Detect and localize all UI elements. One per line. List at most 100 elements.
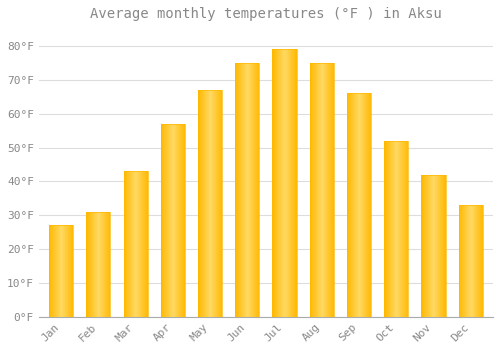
Bar [275, 49, 276, 317]
Bar [431, 175, 432, 317]
Bar [354, 93, 355, 317]
Bar [443, 175, 444, 317]
Bar [256, 63, 257, 317]
Bar [179, 124, 180, 317]
Bar [253, 63, 254, 317]
Bar [437, 175, 438, 317]
Bar [173, 124, 174, 317]
Bar [428, 175, 429, 317]
Bar [162, 124, 163, 317]
Bar [396, 141, 397, 317]
Bar [468, 205, 469, 317]
Bar [88, 212, 90, 317]
Bar [315, 63, 316, 317]
Bar [106, 212, 107, 317]
Bar [221, 90, 222, 317]
Bar [398, 141, 400, 317]
Bar [218, 90, 219, 317]
Bar [442, 175, 443, 317]
Bar [480, 205, 481, 317]
Bar [406, 141, 407, 317]
Bar [166, 124, 167, 317]
Bar [463, 205, 464, 317]
Bar [278, 49, 279, 317]
Bar [204, 90, 205, 317]
Bar [385, 141, 386, 317]
Bar [273, 49, 274, 317]
Bar [97, 212, 98, 317]
Bar [178, 124, 179, 317]
Bar [206, 90, 207, 317]
Bar [52, 225, 54, 317]
Bar [367, 93, 368, 317]
Bar [160, 124, 162, 317]
Bar [61, 225, 62, 317]
Bar [347, 93, 371, 317]
Bar [98, 212, 99, 317]
Bar [137, 171, 138, 317]
Bar [235, 63, 260, 317]
Bar [401, 141, 402, 317]
Bar [479, 205, 480, 317]
Bar [133, 171, 134, 317]
Bar [101, 212, 102, 317]
Bar [363, 93, 364, 317]
Bar [214, 90, 215, 317]
Bar [430, 175, 431, 317]
Bar [134, 171, 135, 317]
Bar [279, 49, 280, 317]
Bar [132, 171, 133, 317]
Bar [422, 175, 423, 317]
Bar [212, 90, 213, 317]
Bar [135, 171, 136, 317]
Bar [177, 124, 178, 317]
Bar [272, 49, 296, 317]
Bar [322, 63, 323, 317]
Bar [91, 212, 92, 317]
Bar [395, 141, 396, 317]
Bar [146, 171, 147, 317]
Bar [276, 49, 278, 317]
Bar [462, 205, 463, 317]
Bar [184, 124, 185, 317]
Bar [458, 205, 483, 317]
Bar [433, 175, 434, 317]
Bar [482, 205, 483, 317]
Bar [143, 171, 144, 317]
Bar [168, 124, 169, 317]
Bar [388, 141, 389, 317]
Bar [255, 63, 256, 317]
Bar [314, 63, 315, 317]
Bar [332, 63, 334, 317]
Bar [323, 63, 324, 317]
Bar [90, 212, 91, 317]
Bar [243, 63, 244, 317]
Bar [350, 93, 351, 317]
Bar [387, 141, 388, 317]
Bar [351, 93, 352, 317]
Bar [400, 141, 401, 317]
Bar [257, 63, 258, 317]
Bar [199, 90, 200, 317]
Bar [99, 212, 100, 317]
Bar [50, 225, 51, 317]
Bar [274, 49, 275, 317]
Bar [62, 225, 63, 317]
Bar [58, 225, 59, 317]
Bar [68, 225, 69, 317]
Bar [317, 63, 318, 317]
Bar [124, 171, 148, 317]
Bar [139, 171, 140, 317]
Bar [70, 225, 71, 317]
Bar [361, 93, 362, 317]
Bar [140, 171, 141, 317]
Bar [258, 63, 259, 317]
Bar [64, 225, 65, 317]
Bar [422, 175, 446, 317]
Bar [201, 90, 202, 317]
Bar [285, 49, 286, 317]
Bar [366, 93, 367, 317]
Bar [467, 205, 468, 317]
Bar [55, 225, 56, 317]
Bar [289, 49, 290, 317]
